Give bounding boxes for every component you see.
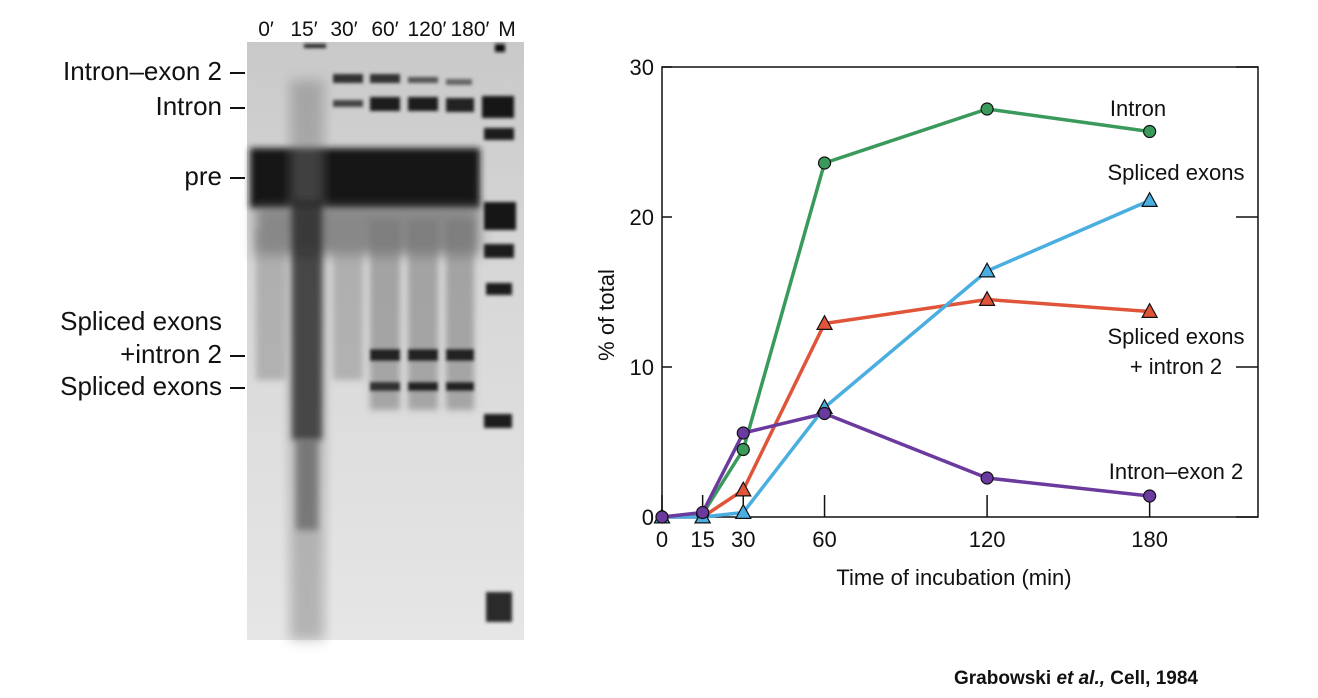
data-point bbox=[1141, 302, 1159, 318]
gel-image-panel: 0′ 15′ 30′ 60′ 120′ 180′ M Intron–exon 2… bbox=[60, 18, 524, 640]
y-axis-label: % of total bbox=[594, 269, 619, 361]
data-point bbox=[655, 510, 669, 524]
lane-label-60: 60′ bbox=[371, 18, 398, 41]
gel-bands bbox=[250, 44, 516, 640]
data-point bbox=[817, 406, 832, 421]
band-label-spliced-exons-intron2-line2: +intron 2 bbox=[120, 339, 222, 369]
data-point bbox=[817, 156, 832, 170]
data-point bbox=[980, 102, 994, 116]
x-tick-label: 180 bbox=[1131, 527, 1168, 552]
data-point bbox=[978, 261, 996, 278]
lane-label-180: 180′ bbox=[451, 18, 490, 41]
data-point bbox=[1143, 124, 1157, 139]
band-label-ticks bbox=[230, 72, 245, 389]
y-tick-label: 10 bbox=[630, 355, 654, 380]
series-line bbox=[662, 297, 1150, 519]
x-axis-label: Time of incubation (min) bbox=[836, 565, 1071, 590]
y-tick-label: 20 bbox=[630, 205, 654, 230]
citation: Grabowski et al., Cell, 1984 bbox=[954, 668, 1198, 690]
line-chart: 0 10 20 30 0 15 30 60 120 180 Intron Spliced exons… bbox=[594, 55, 1259, 590]
y-tick-label: 30 bbox=[630, 55, 654, 80]
chart-axes: 0 10 20 30 0 15 30 60 120 180 bbox=[630, 55, 1259, 552]
data-point bbox=[696, 505, 710, 520]
lane-label-15: 15′ bbox=[290, 18, 317, 41]
data-point bbox=[816, 314, 834, 330]
series-label: + intron 2 bbox=[1130, 354, 1222, 379]
series-label: Intron–exon 2 bbox=[1109, 459, 1244, 484]
data-point bbox=[736, 426, 750, 440]
series-line bbox=[662, 198, 1151, 519]
citation-journal: Cell, 1984 bbox=[1110, 668, 1198, 689]
data-point bbox=[734, 503, 752, 519]
plot-frame bbox=[661, 66, 1259, 518]
citation-etal: et al., bbox=[1056, 668, 1106, 689]
data-point bbox=[734, 480, 752, 497]
data-point bbox=[736, 442, 750, 457]
data-point bbox=[980, 471, 994, 485]
band-label-pre: pre bbox=[184, 161, 222, 191]
citation-authors: Grabowski bbox=[954, 668, 1052, 689]
band-label-spliced-exons: Spliced exons bbox=[60, 371, 222, 401]
series-label: Spliced exons bbox=[1108, 324, 1245, 349]
x-tick-label: 15 bbox=[690, 527, 714, 552]
lane-label-120: 120′ bbox=[408, 18, 447, 41]
chart-series-labels: Intron Spliced exons Spliced exons + intron… bbox=[1108, 96, 1245, 484]
lane-labels: 0′ 15′ 30′ 60′ 120′ 180′ M bbox=[258, 18, 516, 41]
band-label-intron-exon2: Intron–exon 2 bbox=[63, 56, 222, 86]
x-tick-label: 60 bbox=[812, 527, 836, 552]
x-tick-label: 30 bbox=[731, 527, 755, 552]
band-label-spliced-exons-intron2-line1: Spliced exons bbox=[60, 306, 222, 336]
data-point bbox=[1141, 191, 1159, 207]
series-label: Spliced exons bbox=[1108, 160, 1245, 185]
series-line bbox=[661, 411, 1150, 519]
data-point bbox=[978, 290, 996, 306]
band-label-intron: Intron bbox=[156, 91, 223, 121]
lane-label-marker: M bbox=[498, 18, 516, 41]
x-tick-label: 120 bbox=[969, 527, 1006, 552]
chart-series bbox=[653, 102, 1159, 524]
series-label: Intron bbox=[1110, 96, 1166, 121]
data-point bbox=[1143, 489, 1157, 503]
y-tick-label: 0 bbox=[642, 505, 654, 530]
band-labels: Intron–exon 2 Intron pre Spliced exons +… bbox=[60, 56, 222, 401]
lane-label-0: 0′ bbox=[258, 18, 274, 41]
lane-label-30: 30′ bbox=[330, 18, 357, 41]
x-tick-label: 0 bbox=[656, 527, 668, 552]
